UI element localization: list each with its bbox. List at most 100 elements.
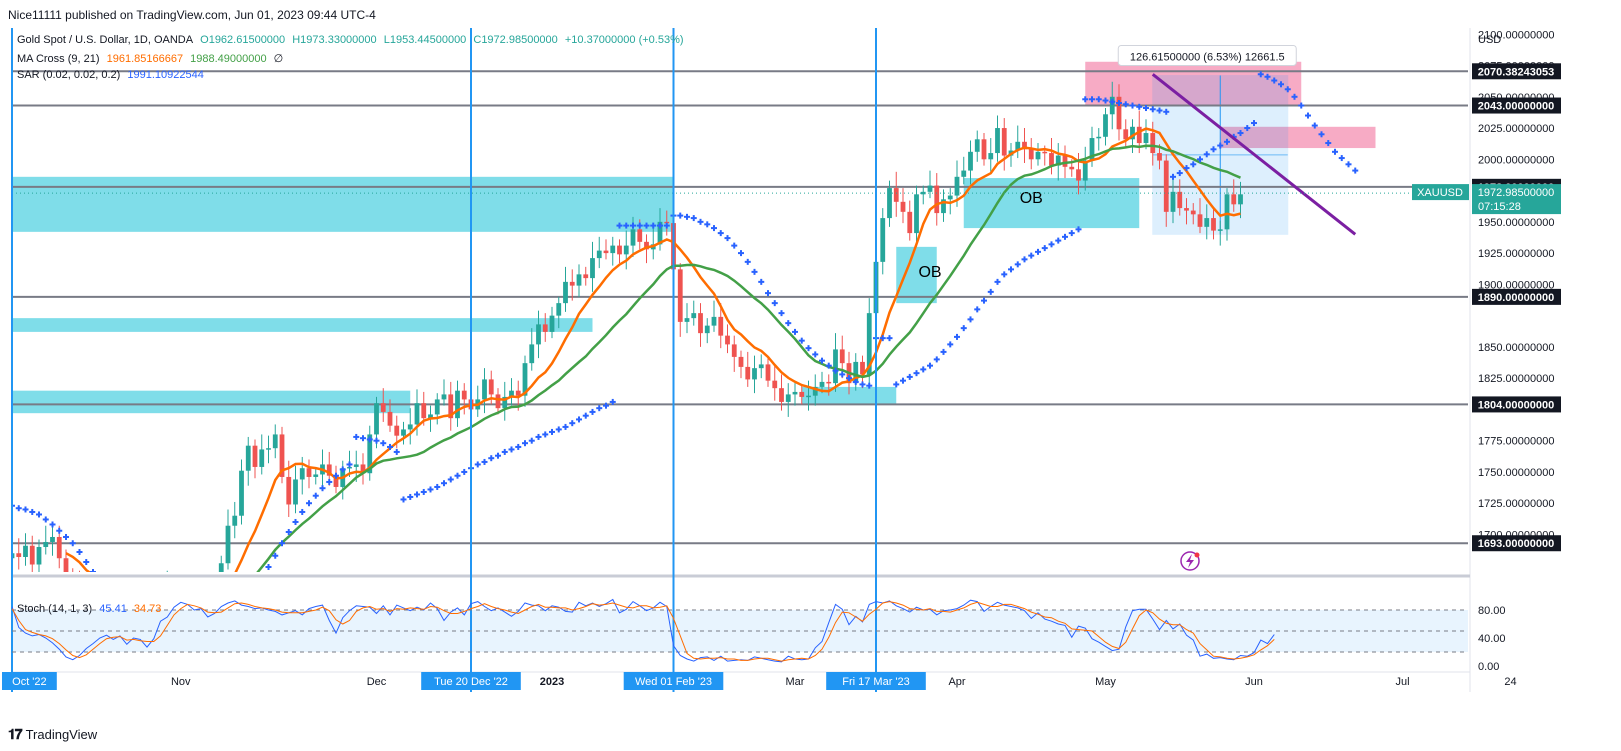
candle: [745, 351, 751, 387]
legend-ma-hidden-icon[interactable]: ∅: [273, 53, 284, 65]
candle-body: [394, 425, 400, 436]
sar-point: [643, 222, 650, 229]
sar-point: [292, 518, 299, 525]
sar-point: [1284, 86, 1291, 93]
candle: [792, 383, 798, 406]
candle-body: [1170, 191, 1176, 212]
legend-sar-row[interactable]: SAR (0.02, 0.02, 0.2) 1991.10922544: [17, 69, 208, 81]
candle: [718, 303, 724, 349]
candle-body: [833, 349, 838, 384]
sar-point: [393, 448, 400, 455]
candle: [988, 138, 994, 172]
legend-ma-row[interactable]: MA Cross (9, 21) 1961.85166667 1988.4900…: [17, 52, 287, 65]
candle: [1082, 146, 1088, 191]
sar-point: [704, 221, 711, 228]
candle-body: [1190, 210, 1196, 215]
sar-point: [285, 528, 292, 535]
candle: [542, 313, 548, 342]
legend-symbol[interactable]: Gold Spot / U.S. Dollar, 1D, OANDA: [17, 34, 194, 46]
candle-body: [596, 250, 602, 259]
sar-point: [778, 310, 785, 317]
sar-point: [582, 412, 589, 419]
candle-body: [306, 468, 312, 477]
zone-demand-4: [896, 246, 937, 304]
sar-point: [798, 337, 805, 344]
price-tick-label: 1750.00000000: [1478, 467, 1554, 479]
candle-body: [637, 229, 643, 242]
sar-point: [1332, 148, 1338, 155]
sar-point: [42, 516, 49, 523]
sar-point: [312, 492, 319, 499]
candle-body: [657, 221, 663, 245]
sar-point: [346, 461, 353, 468]
candle-body: [515, 390, 521, 396]
candle-body: [1096, 136, 1102, 139]
sar-point: [825, 362, 832, 369]
candle: [704, 318, 710, 344]
candle: [596, 236, 602, 269]
candle-body: [1015, 141, 1021, 151]
candle: [610, 236, 616, 266]
tradingview-footer[interactable]: 𝟏𝟕 TradingView: [8, 726, 97, 743]
candle: [36, 539, 42, 572]
candle-body: [1217, 229, 1223, 231]
candle-body: [1123, 129, 1129, 140]
candle-body: [765, 364, 771, 381]
candle-body: [536, 324, 541, 345]
sar-point: [1055, 237, 1062, 244]
time-tick-label: 24: [1504, 676, 1516, 688]
sar-point: [326, 478, 333, 485]
candle-body: [934, 185, 940, 214]
countdown-label: 07:15:28: [1478, 201, 1521, 213]
candle-body: [866, 313, 872, 375]
candle-body: [1001, 128, 1007, 156]
candle-body: [590, 258, 595, 279]
sar-point: [906, 373, 913, 380]
candle: [880, 208, 886, 275]
sar-point: [960, 325, 967, 332]
candle-body: [1130, 126, 1135, 140]
price-tick-label: 1850.00000000: [1478, 342, 1554, 354]
candle: [23, 533, 28, 566]
candle-body: [36, 546, 42, 565]
candle-body: [428, 414, 433, 419]
candle: [441, 379, 447, 406]
candle-body: [1103, 114, 1108, 137]
candle: [536, 310, 541, 359]
candle: [16, 538, 22, 570]
legend-stoch-row[interactable]: Stoch (14, 1, 3) 45.41 34.73: [17, 603, 165, 615]
candle-body: [947, 195, 953, 200]
candle-body: [927, 185, 933, 192]
sar-point: [900, 377, 906, 384]
candle-body: [279, 434, 285, 477]
candle-body: [347, 466, 352, 469]
candle-body: [630, 229, 636, 246]
sar-point: [663, 222, 670, 229]
time-tick-label: Nov: [171, 676, 191, 688]
candle: [711, 300, 717, 332]
candle: [1184, 198, 1189, 225]
candle: [549, 306, 555, 339]
candle: [448, 381, 454, 431]
sar-point: [866, 382, 873, 389]
candle-body: [313, 474, 319, 477]
candle: [981, 133, 987, 166]
candle: [893, 171, 899, 217]
candle: [495, 388, 501, 415]
candle-body: [239, 470, 244, 516]
candle-body: [779, 388, 784, 402]
candle-body: [1116, 96, 1122, 130]
sar-point: [474, 461, 481, 468]
stoch-tick-label: 0.00: [1478, 661, 1499, 673]
candle-body: [812, 386, 818, 396]
lightning-icon[interactable]: [1180, 551, 1200, 571]
sar-point: [272, 552, 279, 559]
legend-sar-value: 1991.10922544: [127, 69, 204, 81]
sar-point: [90, 569, 96, 572]
candle-body: [772, 380, 778, 389]
candle-body: [495, 394, 501, 409]
candle-body: [1062, 155, 1068, 167]
candle: [1123, 119, 1129, 147]
candle-body: [1197, 214, 1203, 227]
